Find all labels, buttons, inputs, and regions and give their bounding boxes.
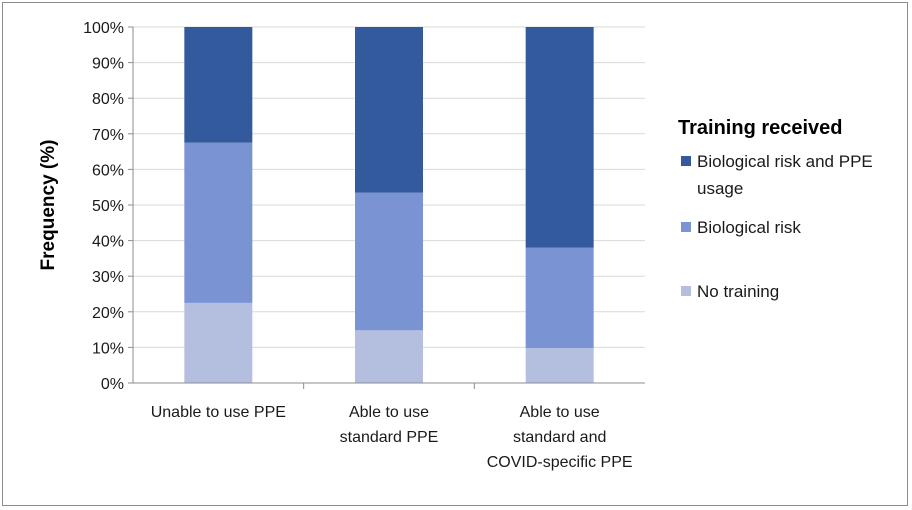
bar-segment <box>355 27 423 193</box>
x-category-label: Able to use <box>349 404 429 421</box>
bar-segment <box>525 27 594 248</box>
legend-swatch <box>681 156 691 166</box>
y-axis-label: Frequency (%) <box>38 140 59 271</box>
y-tick-label: 100% <box>83 20 124 37</box>
legend: Biological risk and PPE usage Biological r… <box>681 152 873 301</box>
y-tick-label: 50% <box>92 198 124 215</box>
legend-entry: Biological risk <box>697 218 801 237</box>
x-category-label: Unable to use PPE <box>151 404 286 421</box>
bar-segment <box>184 302 253 383</box>
x-category-label: standard and <box>513 429 606 446</box>
bars <box>184 27 594 383</box>
y-tick-labels: 0% 10% 20% 30% 40% 50% 60% 70% 80% 90% 100% <box>83 20 124 393</box>
bar-segment <box>184 142 253 303</box>
legend-entry: Biological risk and PPE <box>697 152 873 171</box>
x-category-labels: Unable to use PPE Able to use standard PPE… <box>151 404 633 471</box>
y-tick-label: 0% <box>101 376 124 393</box>
bar-segment <box>525 348 594 383</box>
bar-segment <box>355 192 423 331</box>
y-tick-label: 20% <box>92 305 124 322</box>
bar-segment <box>355 330 423 383</box>
y-tick-label: 60% <box>92 162 124 179</box>
y-tick-label: 10% <box>92 340 124 357</box>
y-tick-label: 30% <box>92 269 124 286</box>
legend-entry: No training <box>697 282 779 301</box>
legend-swatch <box>681 222 691 232</box>
x-category-label: COVID-specific PPE <box>487 454 633 471</box>
y-tick-label: 70% <box>92 127 124 144</box>
bar-segment <box>184 27 253 143</box>
axes <box>132 27 645 389</box>
x-category-label: standard PPE <box>340 429 439 446</box>
legend-swatch <box>681 286 691 296</box>
y-tick-label: 40% <box>92 234 124 251</box>
x-category-label: Able to use <box>520 404 600 421</box>
bar-segment <box>525 247 594 349</box>
legend-title: Training received <box>678 117 843 139</box>
y-tick-label: 90% <box>92 56 124 73</box>
y-tick-label: 80% <box>92 91 124 108</box>
legend-entry: usage <box>697 179 743 198</box>
